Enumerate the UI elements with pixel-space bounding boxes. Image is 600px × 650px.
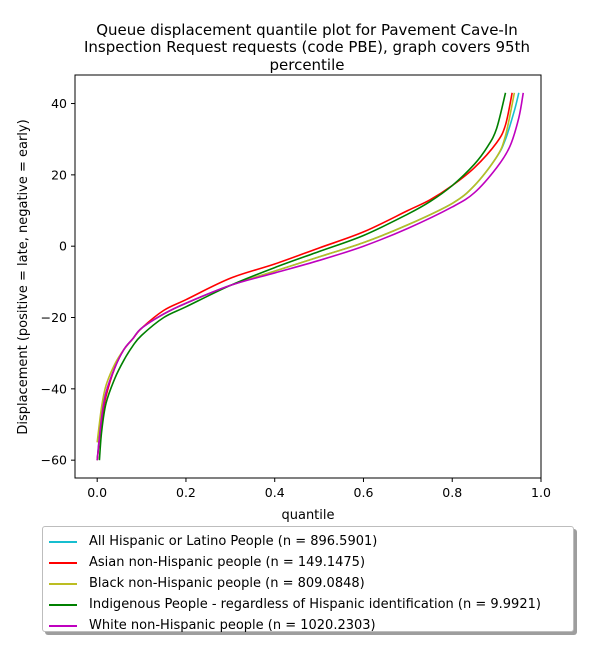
plot-frame — [74, 74, 542, 479]
title-line-3: percentile — [269, 56, 344, 74]
series-line-2 — [96, 92, 516, 443]
plot-lines — [96, 92, 525, 461]
chart-title: Queue displacement quantile plot for Pav… — [84, 21, 530, 74]
legend: All Hispanic or Latino People (n = 896.5… — [42, 526, 574, 633]
legend-swatch — [49, 561, 77, 564]
legend-item: All Hispanic or Latino People (n = 896.5… — [43, 531, 573, 552]
series-line-0 — [96, 92, 520, 461]
y-tick-label: −40 — [41, 381, 67, 396]
legend-item: Indigenous People - regardless of Hispan… — [43, 594, 573, 615]
legend-item: Black non-Hispanic people (n = 809.0848) — [43, 573, 573, 594]
legend-label: Asian non-Hispanic people (n = 149.1475) — [89, 555, 366, 570]
legend-label: White non-Hispanic people (n = 1020.2303… — [89, 618, 376, 633]
title-line-1: Queue displacement quantile plot for Pav… — [96, 21, 518, 39]
legend-label: All Hispanic or Latino People (n = 896.5… — [89, 534, 378, 549]
x-tick-label: 0.4 — [265, 485, 285, 500]
title-line-2: Inspection Request requests (code PBE), … — [84, 38, 530, 56]
x-axis-label: quantile — [281, 508, 334, 523]
y-axis-label: Displacement (positive = late, negative … — [16, 119, 31, 434]
y-axis-ticks: −60 −40 −20 0 20 40 — [41, 96, 75, 468]
legend-item: White non-Hispanic people (n = 1020.2303… — [43, 615, 573, 636]
legend-swatch — [49, 540, 77, 543]
legend-swatch — [49, 582, 77, 585]
legend-swatch — [49, 624, 77, 627]
series-line-1 — [96, 92, 513, 461]
x-axis-ticks: 0.0 0.2 0.4 0.6 0.8 1.0 — [87, 478, 551, 500]
legend-label: Black non-Hispanic people (n = 809.0848) — [89, 576, 365, 591]
series-line-4 — [96, 92, 525, 461]
y-tick-label: 0 — [59, 239, 67, 254]
y-tick-label: 20 — [51, 167, 67, 182]
legend-label: Indigenous People - regardless of Hispan… — [89, 597, 541, 612]
x-tick-label: 1.0 — [531, 485, 551, 500]
legend-item: Asian non-Hispanic people (n = 149.1475) — [43, 552, 573, 573]
y-tick-label: 40 — [51, 96, 67, 111]
y-tick-label: −60 — [41, 453, 67, 468]
x-tick-label: 0.6 — [354, 485, 374, 500]
legend-swatch — [49, 603, 77, 606]
y-tick-label: −20 — [41, 310, 67, 325]
x-tick-label: 0.2 — [176, 485, 196, 500]
x-tick-label: 0.0 — [87, 485, 107, 500]
series-line-3 — [98, 92, 507, 461]
x-tick-label: 0.8 — [442, 485, 462, 500]
